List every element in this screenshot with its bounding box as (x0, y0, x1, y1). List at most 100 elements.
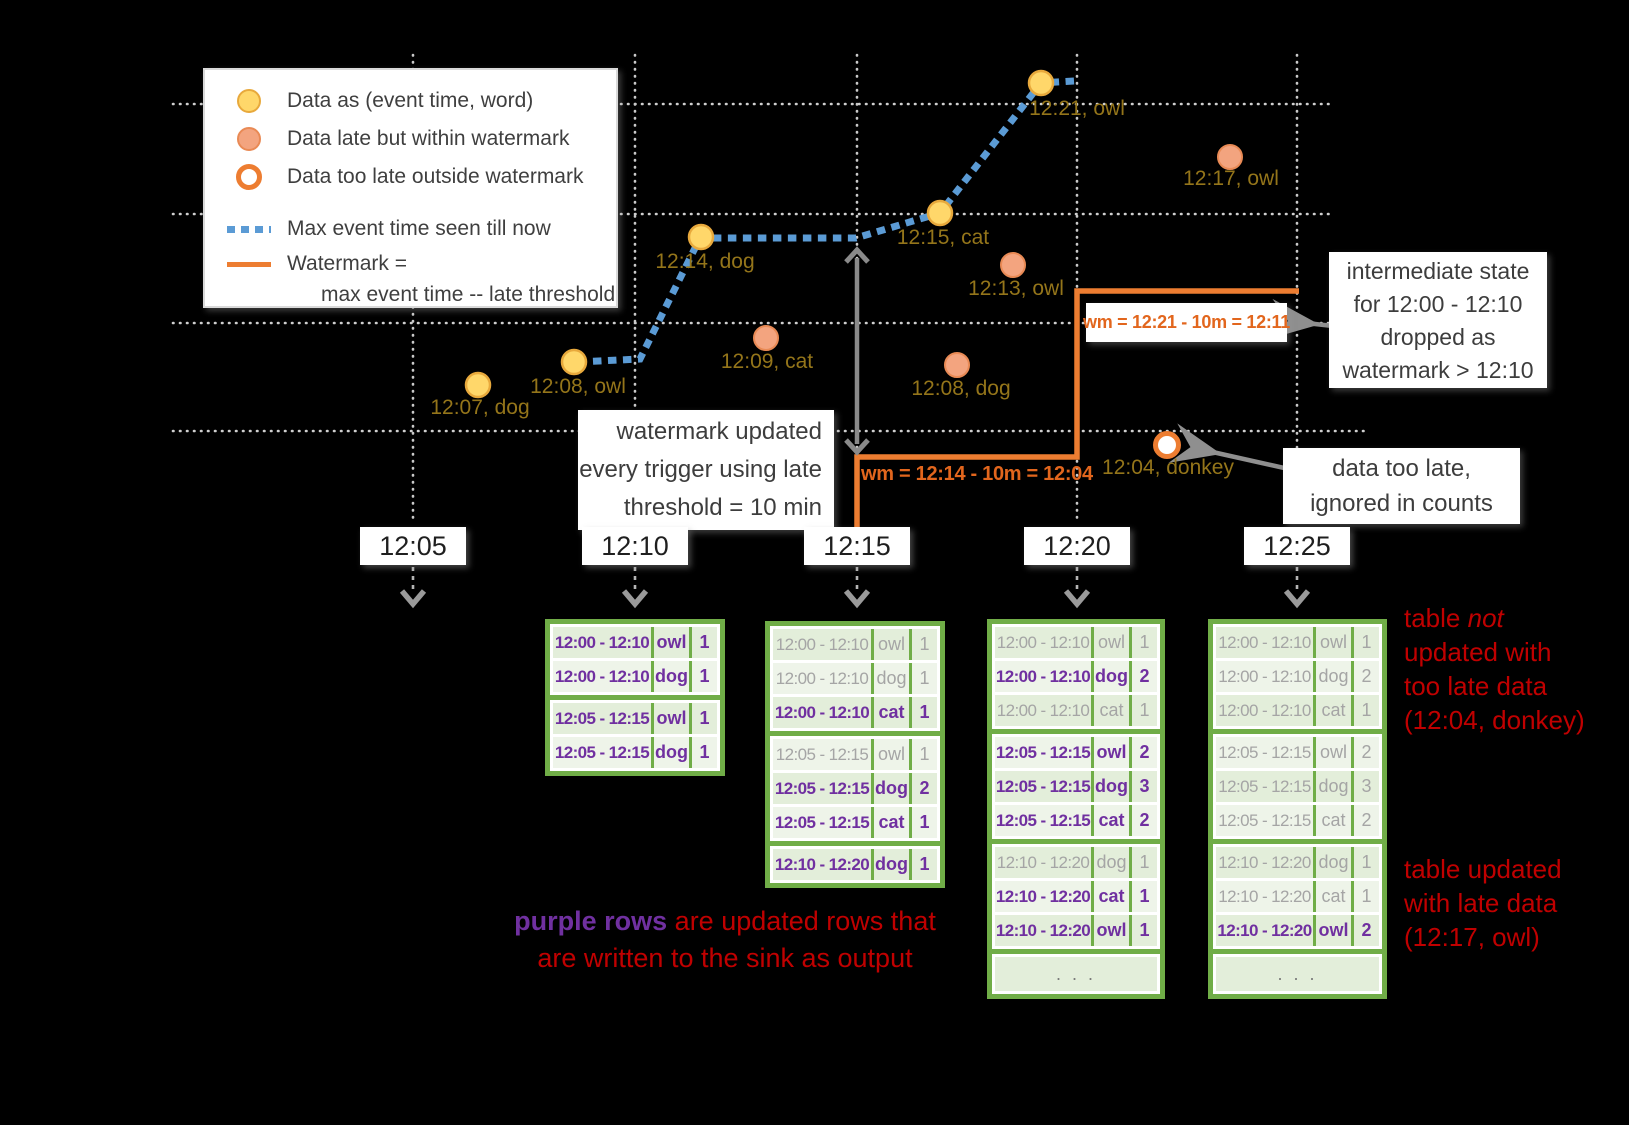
table-cell-word: dog (871, 849, 912, 880)
table-cell-count: 2 (1354, 661, 1379, 692)
yellow-dot-icon (227, 89, 271, 113)
data-points (464, 69, 1243, 459)
table-cell-count: 2 (1354, 737, 1379, 768)
window-group-separator (550, 695, 720, 700)
table-cell-word: owl (871, 739, 912, 770)
table-row: 12:00 - 12:10 dog 2 (995, 661, 1157, 692)
result-table-12-25: 12:00 - 12:10 owl 1 12:00 - 12:10 dog 2 12:00 … (1208, 619, 1387, 999)
table-row: 12:10 - 12:20 cat 1 (1216, 881, 1379, 912)
table-row: 12:00 - 12:10 dog 2 (1216, 661, 1379, 692)
point-12-08-owl (560, 348, 588, 376)
legend-item: Max event time seen till now (227, 210, 616, 248)
table-cell-count: 2 (912, 773, 937, 804)
table-row: 12:10 - 12:20 dog 1 (1216, 847, 1379, 878)
result-table-12-20: 12:00 - 12:10 owl 1 12:00 - 12:10 dog 2 12:00 … (987, 619, 1165, 999)
table-cell-window: 12:00 - 12:10 (995, 661, 1091, 692)
time-tick-12-20: 12:20 (1024, 527, 1130, 565)
too-late-note-box: data too late, ignored in counts (1283, 448, 1520, 524)
table-cell-window: 12:05 - 12:15 (1216, 805, 1313, 836)
table-row: 12:05 - 12:15 owl 2 (1216, 737, 1379, 768)
table-row: 12:10 - 12:20 owl 1 (995, 915, 1157, 946)
table-cell-word: dog (1091, 847, 1132, 878)
table-cell-count: 1 (692, 627, 717, 658)
table-cell-window: 12:05 - 12:15 (995, 805, 1091, 836)
time-tick-12-25: 12:25 (1244, 527, 1350, 565)
point-label: 12:08, dog (911, 377, 1011, 400)
table-row: 12:00 - 12:10 owl 1 (553, 627, 717, 658)
table-cell-word: dog (1313, 847, 1354, 878)
point-label: 12:15, cat (896, 226, 990, 249)
table-row: 12:00 - 12:10 owl 1 (1216, 627, 1379, 658)
table-cell-count: 1 (1132, 627, 1157, 658)
table-cell-word: cat (1313, 805, 1354, 836)
table-cell-window: 12:05 - 12:15 (995, 737, 1091, 768)
watermark-formula-1: wm = 12:14 - 10m = 12:04 (861, 463, 1093, 485)
table-cell-window: 12:00 - 12:10 (773, 697, 871, 728)
legend-item: Data late but within watermark (227, 120, 616, 158)
window-group-separator (1213, 839, 1382, 844)
table-row: 12:10 - 12:20 cat 1 (995, 881, 1157, 912)
legend-label: Data too late outside watermark (287, 165, 584, 188)
point-12-17-owl (1217, 144, 1243, 170)
window-group-separator (1213, 729, 1382, 734)
window-group-separator (1213, 949, 1382, 954)
window-group-separator (770, 731, 940, 736)
point-label: 12:07, dog (430, 396, 530, 419)
watermark-step-line (854, 288, 1299, 529)
time-tick-12-05: 12:05 (360, 527, 466, 565)
table-ellipsis-row: . . . (995, 957, 1157, 991)
table-ellipsis-row: . . . (1216, 957, 1379, 991)
point-label: 12:17, owl (1183, 167, 1279, 190)
point-label: 12:21, owl (1029, 97, 1125, 120)
table-row: 12:05 - 12:15 cat 2 (995, 805, 1157, 836)
window-group-separator (770, 841, 940, 846)
table-cell-word: dog (1091, 771, 1132, 802)
table-row: 12:10 - 12:20 dog 1 (995, 847, 1157, 878)
not-updated-note: table not updated with too late data (12… (1404, 603, 1585, 735)
legend-item: Watermark = (227, 248, 616, 280)
table-cell-word: cat (1313, 695, 1354, 726)
result-table-12-10: 12:00 - 12:10 owl 1 12:00 - 12:10 dog 1 12:05 … (545, 619, 725, 776)
table-cell-count: 1 (1354, 847, 1379, 878)
table-cell-count: 3 (1132, 771, 1157, 802)
table-cell-window: 12:10 - 12:20 (1216, 881, 1313, 912)
table-cell-word: dog (651, 737, 692, 768)
trigger-note-box: watermark updated every trigger using la… (578, 410, 834, 530)
table-cell-count: 1 (912, 849, 937, 880)
table-row: 12:05 - 12:15 cat 2 (1216, 805, 1379, 836)
table-cell-window: 12:00 - 12:10 (1216, 695, 1313, 726)
point-12-08-dog (944, 352, 970, 378)
table-cell-word: cat (871, 697, 912, 728)
table-cell-window: 12:10 - 12:20 (995, 881, 1091, 912)
table-cell-count: 1 (1354, 627, 1379, 658)
point-12-21-owl (1027, 69, 1055, 97)
table-cell-word: owl (651, 703, 692, 734)
watermark-formula-2: wm = 12:21 - 10m = 12:11 (1083, 303, 1290, 342)
open-dot-icon (227, 164, 271, 190)
table-cell-count: 3 (1354, 771, 1379, 802)
intermediate-state-note-box: intermediate state for 12:00 - 12:10 dro… (1329, 252, 1547, 388)
table-cell-count: 1 (912, 697, 937, 728)
max-event-time-line (577, 77, 1075, 366)
table-cell-word: owl (1313, 627, 1354, 658)
point-12-14-dog (687, 223, 715, 251)
table-cell-word: cat (871, 807, 912, 838)
table-cell-word: dog (1313, 771, 1354, 802)
table-cell-count: 1 (692, 703, 717, 734)
table-cell-count: 1 (912, 629, 937, 660)
point-label: 12:09, cat (720, 350, 814, 373)
table-row: 12:00 - 12:10 cat 1 (1216, 695, 1379, 726)
table-cell-count: 1 (1132, 847, 1157, 878)
late-threshold-arrow (844, 246, 870, 456)
table-row: 12:00 - 12:10 cat 1 (773, 697, 937, 728)
legend: Data as (event time, word) Data late but… (203, 68, 618, 308)
table-row: 12:00 - 12:10 owl 1 (995, 627, 1157, 658)
table-cell-window: 12:05 - 12:15 (995, 771, 1091, 802)
table-cell-window: 12:00 - 12:10 (553, 627, 651, 658)
table-cell-count: 1 (692, 737, 717, 768)
table-cell-count: 1 (1354, 881, 1379, 912)
table-row: 12:00 - 12:10 dog 1 (553, 661, 717, 692)
table-cell-window: 12:00 - 12:10 (995, 627, 1091, 658)
